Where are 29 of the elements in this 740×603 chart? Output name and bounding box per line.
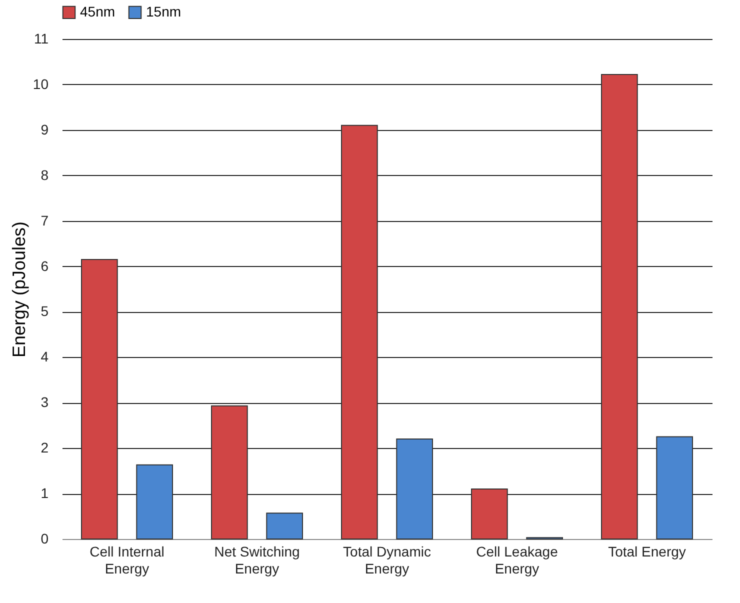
y-tick-label: 5 bbox=[40, 303, 49, 320]
y-tick-label: 4 bbox=[40, 348, 49, 365]
y-tick-label: 2 bbox=[40, 440, 49, 456]
bar bbox=[656, 436, 693, 540]
bar bbox=[471, 488, 508, 540]
x-tick-label: Net Switching Energy bbox=[214, 544, 300, 576]
y-tick-label: 7 bbox=[40, 212, 49, 228]
y-tick-label: 9 bbox=[40, 121, 49, 138]
bar bbox=[136, 464, 173, 540]
y-axis-title: Energy (pJoules) bbox=[8, 221, 29, 358]
legend-label: 15nm bbox=[146, 3, 182, 20]
y-tick-label: 8 bbox=[40, 166, 49, 183]
bar bbox=[266, 512, 303, 540]
x-tick-label: Cell Internal Energy bbox=[90, 544, 164, 576]
x-tick-label: Total Dynamic Energy bbox=[343, 544, 431, 576]
y-tick-label: 10 bbox=[32, 76, 49, 92]
y-tick-label: 0 bbox=[40, 530, 49, 546]
x-tick-label: Cell Leakage Energy bbox=[476, 544, 558, 576]
bar bbox=[341, 124, 378, 540]
y-tick-label: 3 bbox=[40, 394, 49, 410]
bar bbox=[81, 258, 118, 540]
y-tick-label: 11 bbox=[34, 30, 49, 46]
bar bbox=[211, 405, 248, 540]
y-tick-label: 1 bbox=[40, 485, 49, 502]
legend-label: 45nm bbox=[80, 3, 116, 20]
bar bbox=[396, 438, 433, 540]
x-tick-label: Total Energy bbox=[608, 544, 686, 560]
y-tick-label: 6 bbox=[40, 258, 49, 274]
bar bbox=[601, 74, 638, 540]
